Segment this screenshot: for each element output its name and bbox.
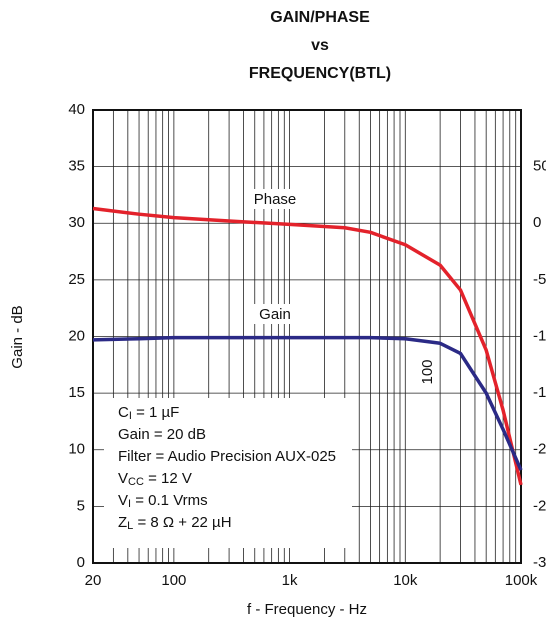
- y-tick-label: 30: [68, 214, 85, 231]
- y-tick-label: 40: [68, 101, 85, 118]
- y-axis-label: Gain - dB: [9, 305, 26, 368]
- y2-tick-label: -100: [533, 327, 546, 344]
- x-tick-label: 1k: [282, 572, 298, 589]
- notes-bg: [104, 398, 352, 548]
- y-tick-label: 15: [68, 384, 85, 401]
- series-label: Gain: [259, 306, 291, 323]
- note-part: = 0.1 Vrms: [131, 492, 208, 509]
- y2-tick-label: -50: [533, 271, 546, 288]
- series-line: [92, 335, 523, 471]
- y-tick-label: 25: [68, 271, 85, 288]
- plot-frame: [92, 109, 522, 564]
- x-axis-label: f - Frequency - Hz: [247, 601, 367, 618]
- note-part: C: [118, 404, 129, 421]
- note-part: Filter = Audio Precision AUX-025: [118, 448, 336, 465]
- note-part: I: [129, 410, 132, 422]
- y-tick-label: 0: [77, 554, 85, 571]
- note-part: = 1 µF: [132, 404, 179, 421]
- chart-title: GAIN/PHASE: [270, 9, 370, 26]
- label-bg: [418, 354, 438, 388]
- x-tick-label: 100: [161, 572, 186, 589]
- y2-tick-label: -150: [533, 384, 546, 401]
- x-tick-label: 10k: [393, 572, 418, 589]
- note-part: L: [127, 520, 133, 532]
- y2-tick-label: 50: [533, 158, 546, 175]
- note-part: I: [128, 498, 131, 510]
- y2-tick-label: -250: [533, 497, 546, 514]
- y-tick-label: 5: [77, 497, 85, 514]
- annotation: 100: [419, 359, 436, 384]
- y2-tick-label: -300: [533, 554, 546, 571]
- note: Gain = 20 dB: [118, 426, 206, 443]
- note: CI = 1 µF: [118, 404, 179, 422]
- chart-title: FREQUENCY(BTL): [249, 65, 391, 82]
- x-tick-label: 100k: [505, 572, 538, 589]
- y-tick-label: 10: [68, 441, 85, 458]
- label-bg: [250, 304, 300, 324]
- note: VI = 0.1 Vrms: [118, 492, 208, 510]
- series-line: [92, 206, 523, 486]
- note-part: = 12 V: [144, 470, 192, 487]
- note: Filter = Audio Precision AUX-025: [118, 448, 336, 465]
- label-bg: [244, 189, 304, 209]
- note-part: V: [118, 470, 128, 487]
- note-part: Z: [118, 514, 127, 531]
- y-tick-label: 20: [68, 327, 85, 344]
- chart-title: vs: [311, 37, 329, 54]
- x-tick-label: 20: [85, 572, 102, 589]
- series-label: Phase: [254, 191, 297, 208]
- note-part: Gain = 20 dB: [118, 426, 206, 443]
- note-part: CC: [128, 476, 144, 488]
- y2-tick-label: -200: [533, 441, 546, 458]
- note-part: V: [118, 492, 128, 509]
- note: ZL = 8 Ω + 22 µH: [118, 514, 232, 532]
- y2-tick-label: 0: [533, 214, 541, 231]
- y-tick-label: 35: [68, 158, 85, 175]
- note-part: = 8 Ω + 22 µH: [133, 514, 231, 531]
- note: VCC = 12 V: [118, 470, 192, 488]
